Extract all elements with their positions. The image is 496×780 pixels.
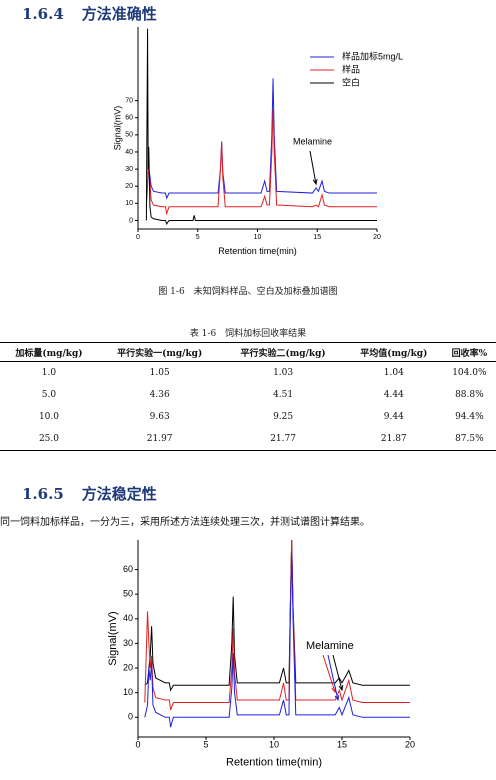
x-tick-label: 10 (254, 234, 262, 241)
table-cell: 1.05 (149, 368, 170, 378)
series-line (145, 78, 377, 200)
x-tick-label: 15 (313, 234, 321, 241)
column-header: 平行实验二(mg/kg) (221, 342, 345, 362)
section-number: 1.6.4 (22, 5, 64, 23)
table-cell: 94.4% (455, 412, 484, 422)
legend-label: 样品 (342, 63, 360, 74)
table: 加标量(mg/kg) 平行实验一(mg/kg) 平行实验二(mg/kg) 平均值(mg… (0, 342, 496, 451)
y-tick-label: 50 (123, 589, 133, 599)
section-heading: 1.6.4 方法准确性 (22, 3, 175, 24)
column-header: 平均值(mg/kg) (344, 342, 443, 362)
table-row: 25.0 21.97 21.77 21.87 87.5% (0, 428, 496, 451)
table-cell: 9.25 (273, 412, 294, 422)
chart: 0 10 20 30 40 50 60 70 0 5 10 15 20 Retention time(mi… (112, 27, 403, 256)
table-cell: 1.04 (383, 368, 404, 378)
chart: 0 10 20 30 40 50 60 0 5 10 15 20 Retention time(min)… (107, 540, 415, 769)
arrow-head (334, 694, 340, 702)
x-tick-label: 0 (135, 739, 140, 749)
x-axis-title: Retention time(min) (226, 757, 322, 769)
column-header: 平行实验一(mg/kg) (97, 342, 222, 362)
section-title: 方法稳定性 (81, 485, 157, 503)
y-tick-label: 0 (129, 217, 133, 224)
y-tick-label: 60 (125, 115, 133, 122)
y-tick-label: 50 (125, 132, 133, 139)
annotation: Melamine (306, 640, 354, 652)
section-number: 1.6.5 (22, 485, 64, 503)
table-cell: 4.36 (149, 390, 170, 400)
series-line (144, 552, 410, 728)
table-row: 1.0 1.05 1.03 1.04 104.0% (0, 362, 496, 385)
annotation-arrow (309, 150, 317, 185)
table-cell: 88.8% (455, 390, 484, 400)
x-tick-label: 20 (405, 739, 415, 749)
table-cell: 5.0 (41, 390, 57, 400)
y-tick-label: 40 (123, 613, 133, 623)
y-tick-label: 70 (125, 97, 133, 104)
x-tick-label: 10 (269, 739, 279, 749)
series-line (144, 540, 410, 692)
y-tick-label: 0 (128, 712, 133, 722)
y-axis-title: Signal(mV) (107, 611, 119, 665)
y-axis-title: Signal(mV) (112, 106, 122, 151)
y-tick-label: 30 (123, 638, 133, 648)
table-cell: 9.63 (149, 412, 170, 422)
x-tick-label: 5 (203, 739, 208, 749)
table-cell: 1.0 (41, 368, 57, 378)
table-cell: 10.0 (38, 412, 59, 422)
annotation-arrow (332, 654, 343, 691)
table-caption: 表 1-6 饲料加标回收率结果 (189, 329, 307, 339)
table-cell: 1.03 (273, 368, 294, 378)
annotation-arrow (327, 654, 339, 701)
table-row: 5.0 4.36 4.51 4.44 88.8% (0, 384, 496, 406)
column-header: 回收率% (442, 342, 496, 362)
y-tick-label: 10 (125, 200, 133, 207)
y-tick-label: 40 (125, 149, 133, 156)
figure-caption: 图 1-6 未知饲料样品、空白及加标叠加谱图 (158, 287, 338, 297)
series-line (144, 540, 410, 711)
table-cell: 21.87 (344, 428, 443, 451)
y-tick-label: 20 (123, 662, 133, 672)
y-tick-label: 10 (123, 687, 133, 697)
legend-label: 空白 (342, 76, 360, 87)
legend-label: 样品加标5mg/L (342, 50, 403, 61)
x-tick-label: 20 (373, 234, 381, 241)
table-cell: 21.77 (221, 428, 345, 451)
column-header: 加标量(mg/kg) (0, 342, 98, 362)
table-row: 10.0 9.63 9.25 9.44 94.4% (0, 406, 496, 428)
table-cell: 4.51 (273, 390, 294, 400)
paragraph: 同一饲料加标样品，一分为三，采用所述方法连续处理三次，并测试谱图计算结果。 (0, 517, 370, 528)
annotation: Melamine (293, 136, 332, 146)
x-tick-label: 15 (337, 739, 347, 749)
y-tick-label: 20 (125, 183, 133, 190)
y-tick-label: 30 (125, 166, 133, 173)
section-heading: 1.6.5 方法稳定性 (22, 483, 175, 504)
series-line (145, 109, 377, 216)
table-cell: 25.0 (0, 428, 98, 451)
arrow-head (312, 179, 318, 186)
table-cell: 4.44 (383, 390, 404, 400)
annotation-arrow (322, 654, 336, 693)
table-cell: 87.5% (442, 428, 496, 451)
table-cell: 21.97 (97, 428, 222, 451)
x-tick-label: 0 (136, 234, 140, 241)
y-tick-label: 60 (123, 564, 133, 574)
x-tick-label: 5 (196, 234, 200, 241)
table-cell: 104.0% (452, 368, 487, 378)
series-line (145, 28, 377, 225)
section-title: 方法准确性 (81, 5, 157, 23)
table-cell: 9.44 (383, 412, 404, 422)
x-axis-title: Retention time(min) (218, 246, 297, 256)
arrow-head (338, 684, 344, 692)
